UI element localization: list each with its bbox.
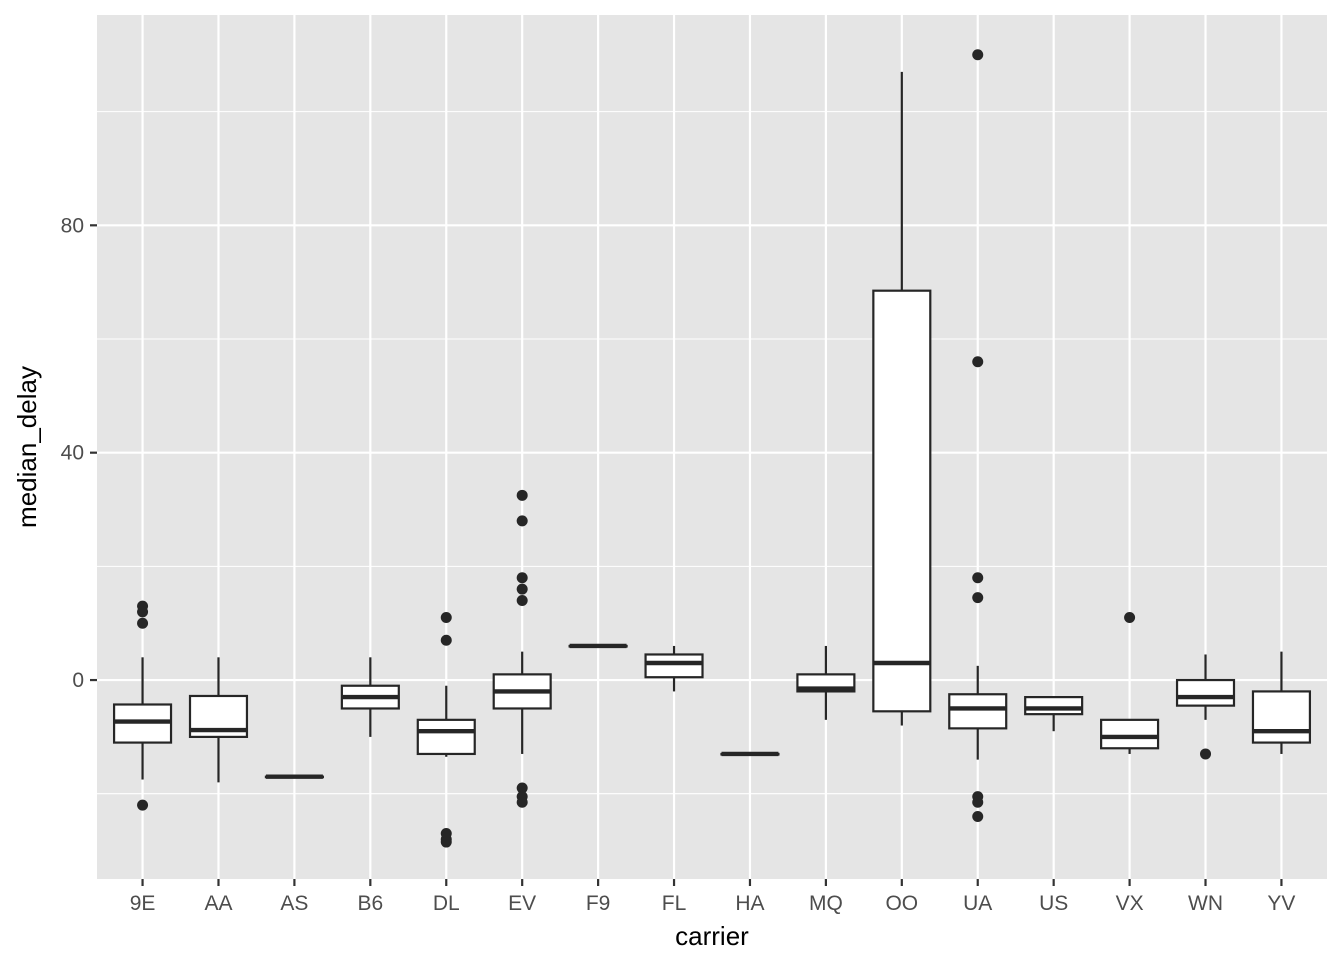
outlier-point bbox=[972, 810, 984, 822]
outlier-point bbox=[137, 606, 149, 618]
box-ua bbox=[948, 49, 1008, 822]
box-ha bbox=[720, 751, 780, 757]
box-series bbox=[112, 49, 1312, 848]
box-iqr bbox=[1100, 718, 1160, 750]
box-iqr bbox=[948, 693, 1008, 730]
outlier-point bbox=[516, 583, 528, 595]
x-tick-label: B6 bbox=[357, 892, 383, 915]
outlier-point bbox=[1124, 612, 1136, 624]
outlier-point bbox=[516, 572, 528, 584]
box-us bbox=[1024, 696, 1084, 732]
y-tick-label: 80 bbox=[61, 214, 84, 237]
x-tick-label: VX bbox=[1116, 892, 1144, 915]
x-tick-label: AS bbox=[280, 892, 308, 915]
outlier-point bbox=[516, 796, 528, 808]
x-tick-label: MQ bbox=[809, 892, 843, 915]
x-tick-label: UA bbox=[963, 892, 992, 915]
box-wn bbox=[1175, 654, 1236, 760]
box-as bbox=[264, 774, 324, 779]
x-tick-label: F9 bbox=[586, 892, 611, 915]
x-tick-label: 9E bbox=[130, 892, 156, 915]
box-iqr bbox=[872, 289, 932, 713]
box-vx bbox=[1100, 612, 1160, 754]
x-tick-label: YV bbox=[1267, 892, 1295, 915]
plot-panel bbox=[97, 15, 1327, 879]
outlier-point bbox=[516, 489, 528, 501]
outlier-point bbox=[516, 594, 528, 606]
box-aa bbox=[188, 657, 249, 783]
x-tick-label: WN bbox=[1188, 892, 1223, 915]
outlier-point bbox=[440, 836, 452, 848]
box-iqr bbox=[1024, 696, 1084, 716]
box-iqr bbox=[1175, 678, 1236, 707]
outlier-point bbox=[516, 782, 528, 794]
x-axis: 9E AA AS B6 DL EV F9 FL HA MQ OO UA US VX WN YV bbox=[130, 879, 1295, 915]
outlier-point bbox=[1200, 748, 1212, 760]
box-iqr bbox=[1251, 690, 1312, 744]
box-oo bbox=[872, 71, 932, 726]
x-tick-label: DL bbox=[433, 892, 460, 915]
box-dl bbox=[416, 612, 476, 848]
x-tick-label: FL bbox=[662, 892, 687, 915]
outlier-point bbox=[972, 49, 984, 61]
box-ev bbox=[492, 489, 552, 808]
y-tick-label: 0 bbox=[72, 669, 84, 692]
y-axis: 0 40 80 bbox=[61, 214, 97, 692]
box-fl bbox=[644, 645, 704, 692]
outlier-point bbox=[516, 515, 528, 527]
x-axis-title: carrier bbox=[675, 921, 749, 951]
outlier-point bbox=[972, 592, 984, 604]
outlier-point bbox=[972, 796, 984, 808]
minor-gridlines bbox=[97, 111, 1327, 795]
x-tick-label: HA bbox=[735, 892, 764, 915]
x-tick-label: AA bbox=[204, 892, 232, 915]
x-tick-label: US bbox=[1039, 892, 1068, 915]
outlier-point bbox=[972, 356, 984, 368]
outlier-point bbox=[972, 572, 984, 584]
outlier-point bbox=[137, 799, 149, 811]
box-iqr bbox=[416, 718, 476, 756]
x-tick-label: OO bbox=[885, 892, 918, 915]
box-yv bbox=[1251, 651, 1312, 754]
box-b6 bbox=[340, 657, 400, 737]
box-f9 bbox=[568, 643, 628, 649]
box-9e bbox=[112, 600, 173, 811]
x-tick-label: EV bbox=[508, 892, 536, 915]
outlier-point bbox=[137, 617, 149, 629]
outlier-point bbox=[440, 634, 452, 646]
outlier-point bbox=[440, 612, 452, 624]
box-mq bbox=[796, 645, 856, 720]
y-axis-title: median_delay bbox=[12, 366, 42, 528]
box-iqr bbox=[644, 653, 704, 679]
y-tick-label: 40 bbox=[61, 442, 84, 465]
